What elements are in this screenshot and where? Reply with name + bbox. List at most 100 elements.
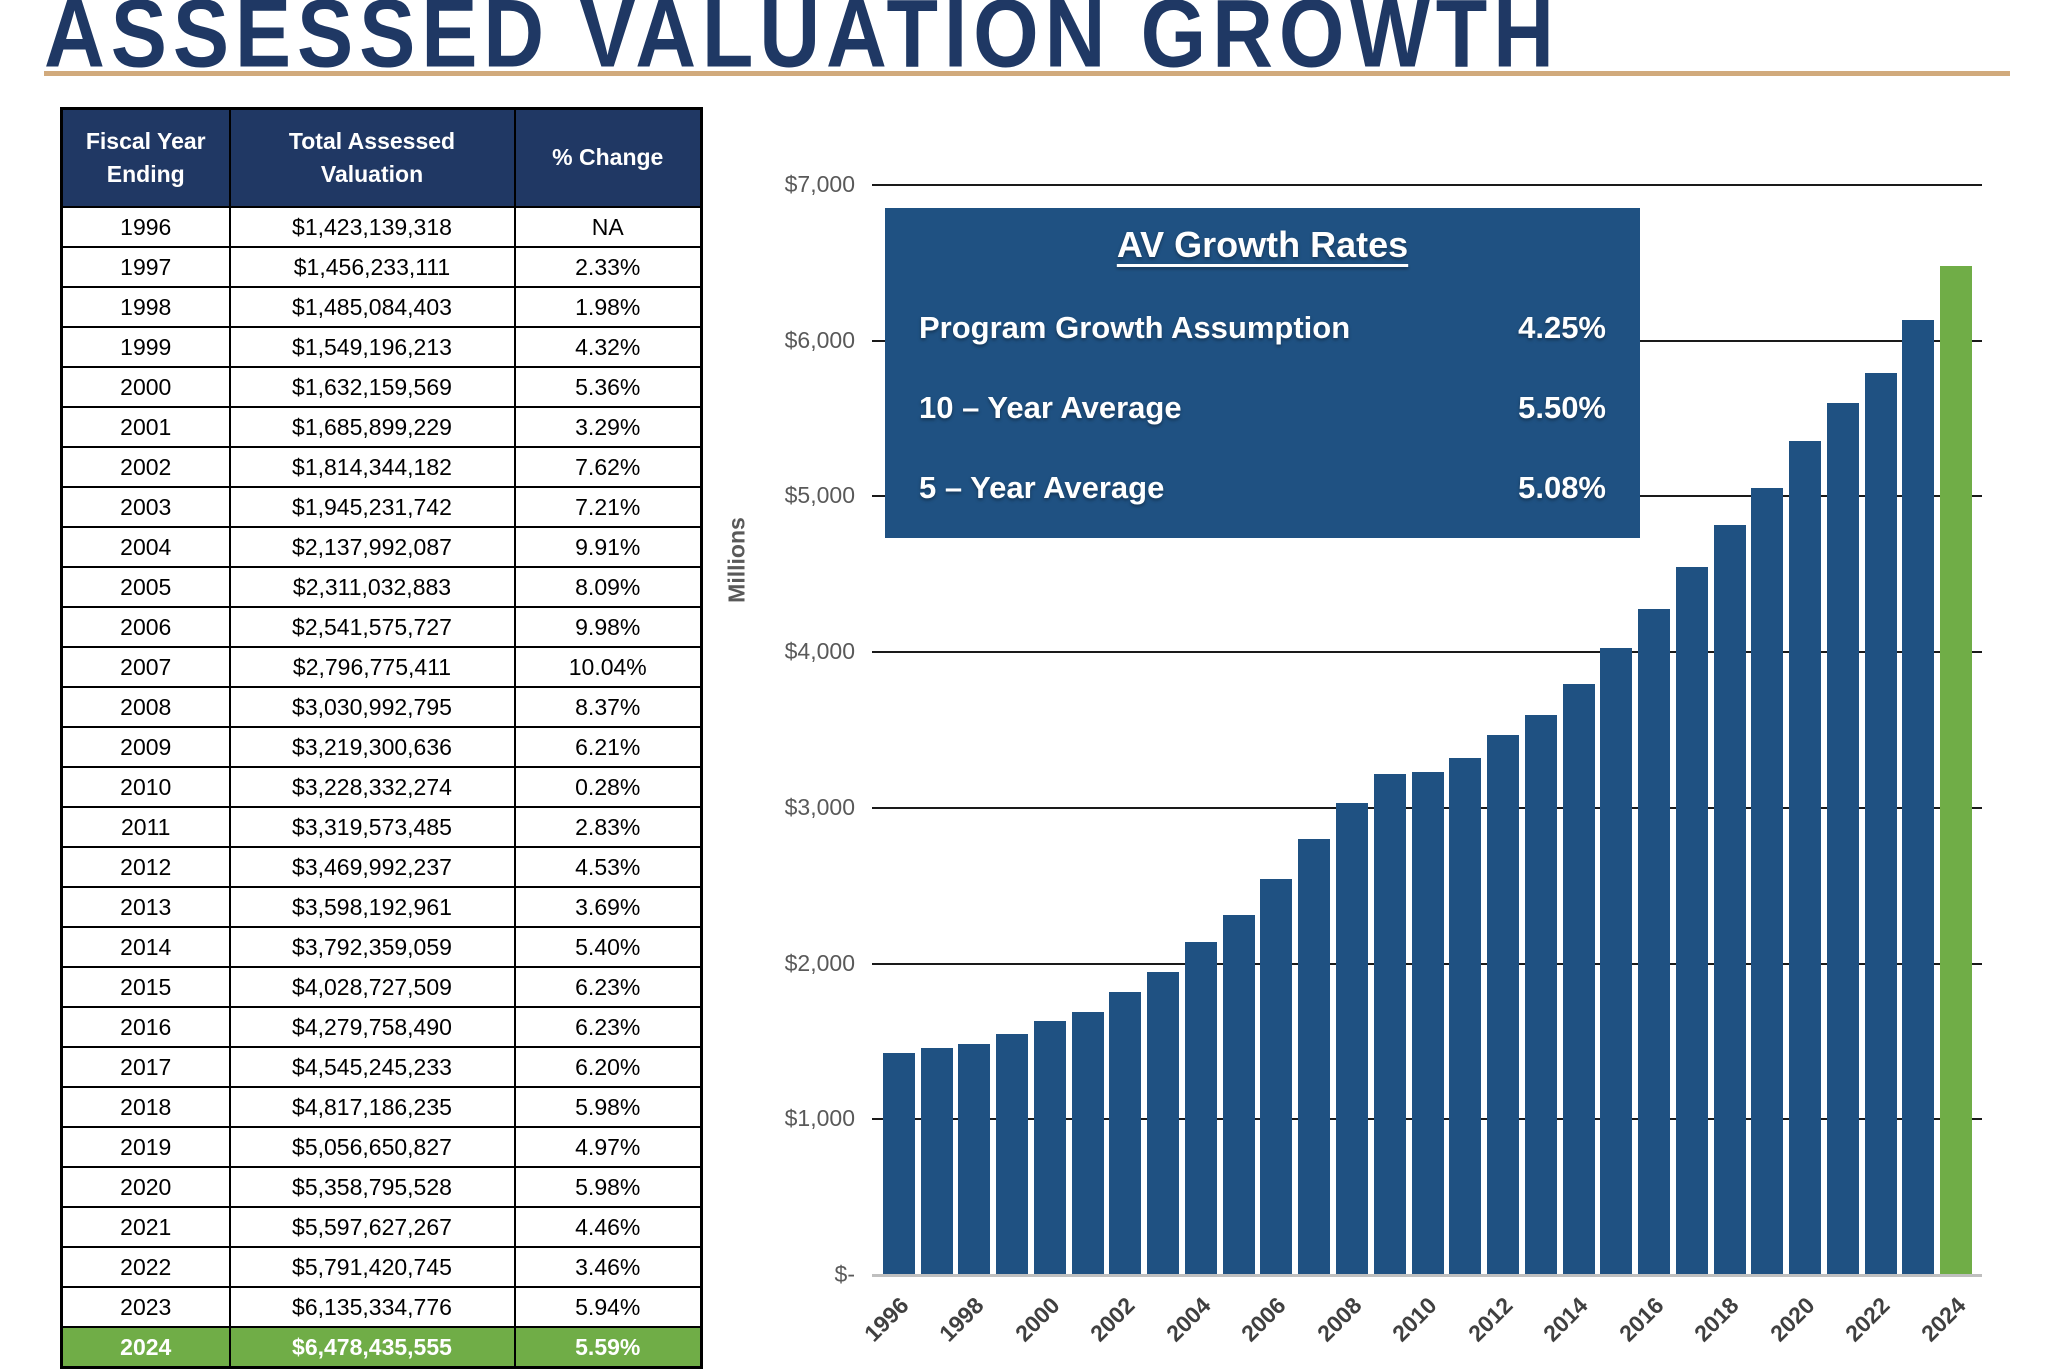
- valuation-cell: $1,632,159,569: [228, 366, 516, 408]
- y-axis-tick-label: $2,000: [784, 949, 855, 976]
- valuation-cell: $3,792,359,059: [228, 926, 516, 968]
- bar-2006: [1260, 879, 1293, 1275]
- table-row: 2023 $6,135,334,776 5.94%: [60, 1286, 703, 1328]
- percent-change-cell: 5.40%: [513, 926, 703, 968]
- percent-change-cell: NA: [513, 206, 703, 248]
- fiscal-year-cell: 2019: [60, 1126, 231, 1168]
- percent-change-cell: 5.98%: [513, 1166, 703, 1208]
- bar-2020: [1789, 440, 1822, 1275]
- assessed-valuation-table: Fiscal Year Ending Total Assessed Valuat…: [60, 107, 703, 1369]
- fiscal-year-cell: 2017: [60, 1046, 231, 1088]
- percent-change-cell: 5.94%: [513, 1286, 703, 1328]
- bar-1996: [882, 1053, 915, 1275]
- table-row: 1999 $1,549,196,213 4.32%: [60, 326, 703, 368]
- bar-2024: [1940, 266, 1973, 1275]
- x-axis-tick-label: 2014: [1538, 1292, 1593, 1347]
- bar-2002: [1109, 992, 1142, 1275]
- bar-2009: [1373, 773, 1406, 1275]
- growth-rate-row: Program Growth Assumption 4.25%: [919, 310, 1606, 346]
- fiscal-year-cell: 2010: [60, 766, 231, 808]
- fiscal-year-cell: 2022: [60, 1246, 231, 1288]
- gridline: [872, 184, 1982, 186]
- valuation-cell: $2,796,775,411: [228, 646, 516, 688]
- valuation-cell: $2,311,032,883: [228, 566, 516, 608]
- fiscal-year-cell: 2007: [60, 646, 231, 688]
- fiscal-year-cell: 2004: [60, 526, 231, 568]
- bar-2019: [1751, 487, 1784, 1275]
- percent-change-cell: 3.29%: [513, 406, 703, 448]
- fiscal-year-cell: 2020: [60, 1166, 231, 1208]
- table-row: 2005 $2,311,032,883 8.09%: [60, 566, 703, 608]
- bar-2014: [1562, 684, 1595, 1275]
- percent-change-cell: 10.04%: [513, 646, 703, 688]
- table-row: 2019 $5,056,650,827 4.97%: [60, 1126, 703, 1168]
- bar-2007: [1298, 839, 1331, 1275]
- fiscal-year-cell: 2023: [60, 1286, 231, 1328]
- title-rule: [44, 71, 2010, 76]
- bar-1998: [958, 1043, 991, 1275]
- fiscal-year-cell: 1999: [60, 326, 231, 368]
- fiscal-year-cell: 2000: [60, 366, 231, 408]
- x-axis-tick-label: 2002: [1085, 1292, 1140, 1347]
- x-axis-tick-label: 2020: [1764, 1292, 1820, 1347]
- percent-change-cell: 0.28%: [513, 766, 703, 808]
- table-row: 2009 $3,219,300,636 6.21%: [60, 726, 703, 768]
- valuation-cell: $2,137,992,087: [228, 526, 516, 568]
- y-axis-title: Millions: [723, 517, 750, 603]
- fiscal-year-cell: 1996: [60, 206, 231, 248]
- bar-2021: [1826, 403, 1859, 1275]
- valuation-cell: $1,814,344,182: [228, 446, 516, 488]
- x-axis-tick-label: 2022: [1840, 1292, 1895, 1347]
- percent-change-cell: 6.21%: [513, 726, 703, 768]
- percent-change-cell: 8.09%: [513, 566, 703, 608]
- valuation-cell: $3,228,332,274: [228, 766, 516, 808]
- table-row: 2012 $3,469,992,237 4.53%: [60, 846, 703, 888]
- fiscal-year-cell: 2011: [60, 806, 231, 848]
- table-row: 2020 $5,358,795,528 5.98%: [60, 1166, 703, 1208]
- page-title: ASSESSED VALUATION GROWTH: [44, 0, 1560, 88]
- valuation-cell: $5,358,795,528: [228, 1166, 516, 1208]
- x-axis-tick-label: 2018: [1689, 1292, 1744, 1347]
- fiscal-year-cell: 2006: [60, 606, 231, 648]
- table-row: 1998 $1,485,084,403 1.98%: [60, 286, 703, 328]
- growth-rate-value: 5.08%: [1518, 470, 1606, 505]
- fiscal-year-cell: 2001: [60, 406, 231, 448]
- y-axis-tick-label: $3,000: [784, 793, 855, 820]
- percent-change-cell: 2.33%: [513, 246, 703, 288]
- table-row: 2018 $4,817,186,235 5.98%: [60, 1086, 703, 1128]
- percent-change-cell: 4.46%: [513, 1206, 703, 1248]
- valuation-cell: $5,597,627,267: [228, 1206, 516, 1248]
- percent-change-cell: 7.62%: [513, 446, 703, 488]
- table-row: 2021 $5,597,627,267 4.46%: [60, 1206, 703, 1248]
- fiscal-year-cell: 2002: [60, 446, 231, 488]
- table-row: 2024 $6,478,435,555 5.59%: [60, 1326, 703, 1369]
- fiscal-year-cell: 2021: [60, 1206, 231, 1248]
- growth-rates-box: AV Growth Rates Program Growth Assumptio…: [885, 208, 1640, 538]
- y-axis-tick-label: $-: [834, 1261, 855, 1287]
- valuation-cell: $4,545,245,233: [228, 1046, 516, 1088]
- growth-rate-value: 5.50%: [1518, 390, 1606, 425]
- fiscal-year-cell: 2016: [60, 1006, 231, 1048]
- valuation-cell: $1,485,084,403: [228, 286, 516, 328]
- percent-change-cell: 1.98%: [513, 286, 703, 328]
- fiscal-year-cell: 2013: [60, 886, 231, 928]
- fiscal-year-cell: 2003: [60, 486, 231, 528]
- bar-2018: [1713, 524, 1746, 1275]
- growth-rate-row: 5 – Year Average 5.08%: [919, 470, 1606, 506]
- table-row: 1997 $1,456,233,111 2.33%: [60, 246, 703, 288]
- bar-2012: [1487, 734, 1520, 1275]
- growth-rate-label: Program Growth Assumption: [919, 310, 1351, 345]
- table-row: 2013 $3,598,192,961 3.69%: [60, 886, 703, 928]
- table-row: 2006 $2,541,575,727 9.98%: [60, 606, 703, 648]
- percent-change-cell: 8.37%: [513, 686, 703, 728]
- fiscal-year-cell: 2009: [60, 726, 231, 768]
- table-row: 2007 $2,796,775,411 10.04%: [60, 646, 703, 688]
- fiscal-year-cell: 1997: [60, 246, 231, 288]
- bar-2000: [1033, 1020, 1066, 1275]
- table-body: 1996 $1,423,139,318 NA 1997 $1,456,233,111 2.…: [60, 206, 703, 1369]
- valuation-cell: $5,056,650,827: [228, 1126, 516, 1168]
- table-row: 2015 $4,028,727,509 6.23%: [60, 966, 703, 1008]
- growth-rate-value: 4.25%: [1518, 310, 1606, 345]
- y-axis-tick-label: $1,000: [784, 1105, 855, 1132]
